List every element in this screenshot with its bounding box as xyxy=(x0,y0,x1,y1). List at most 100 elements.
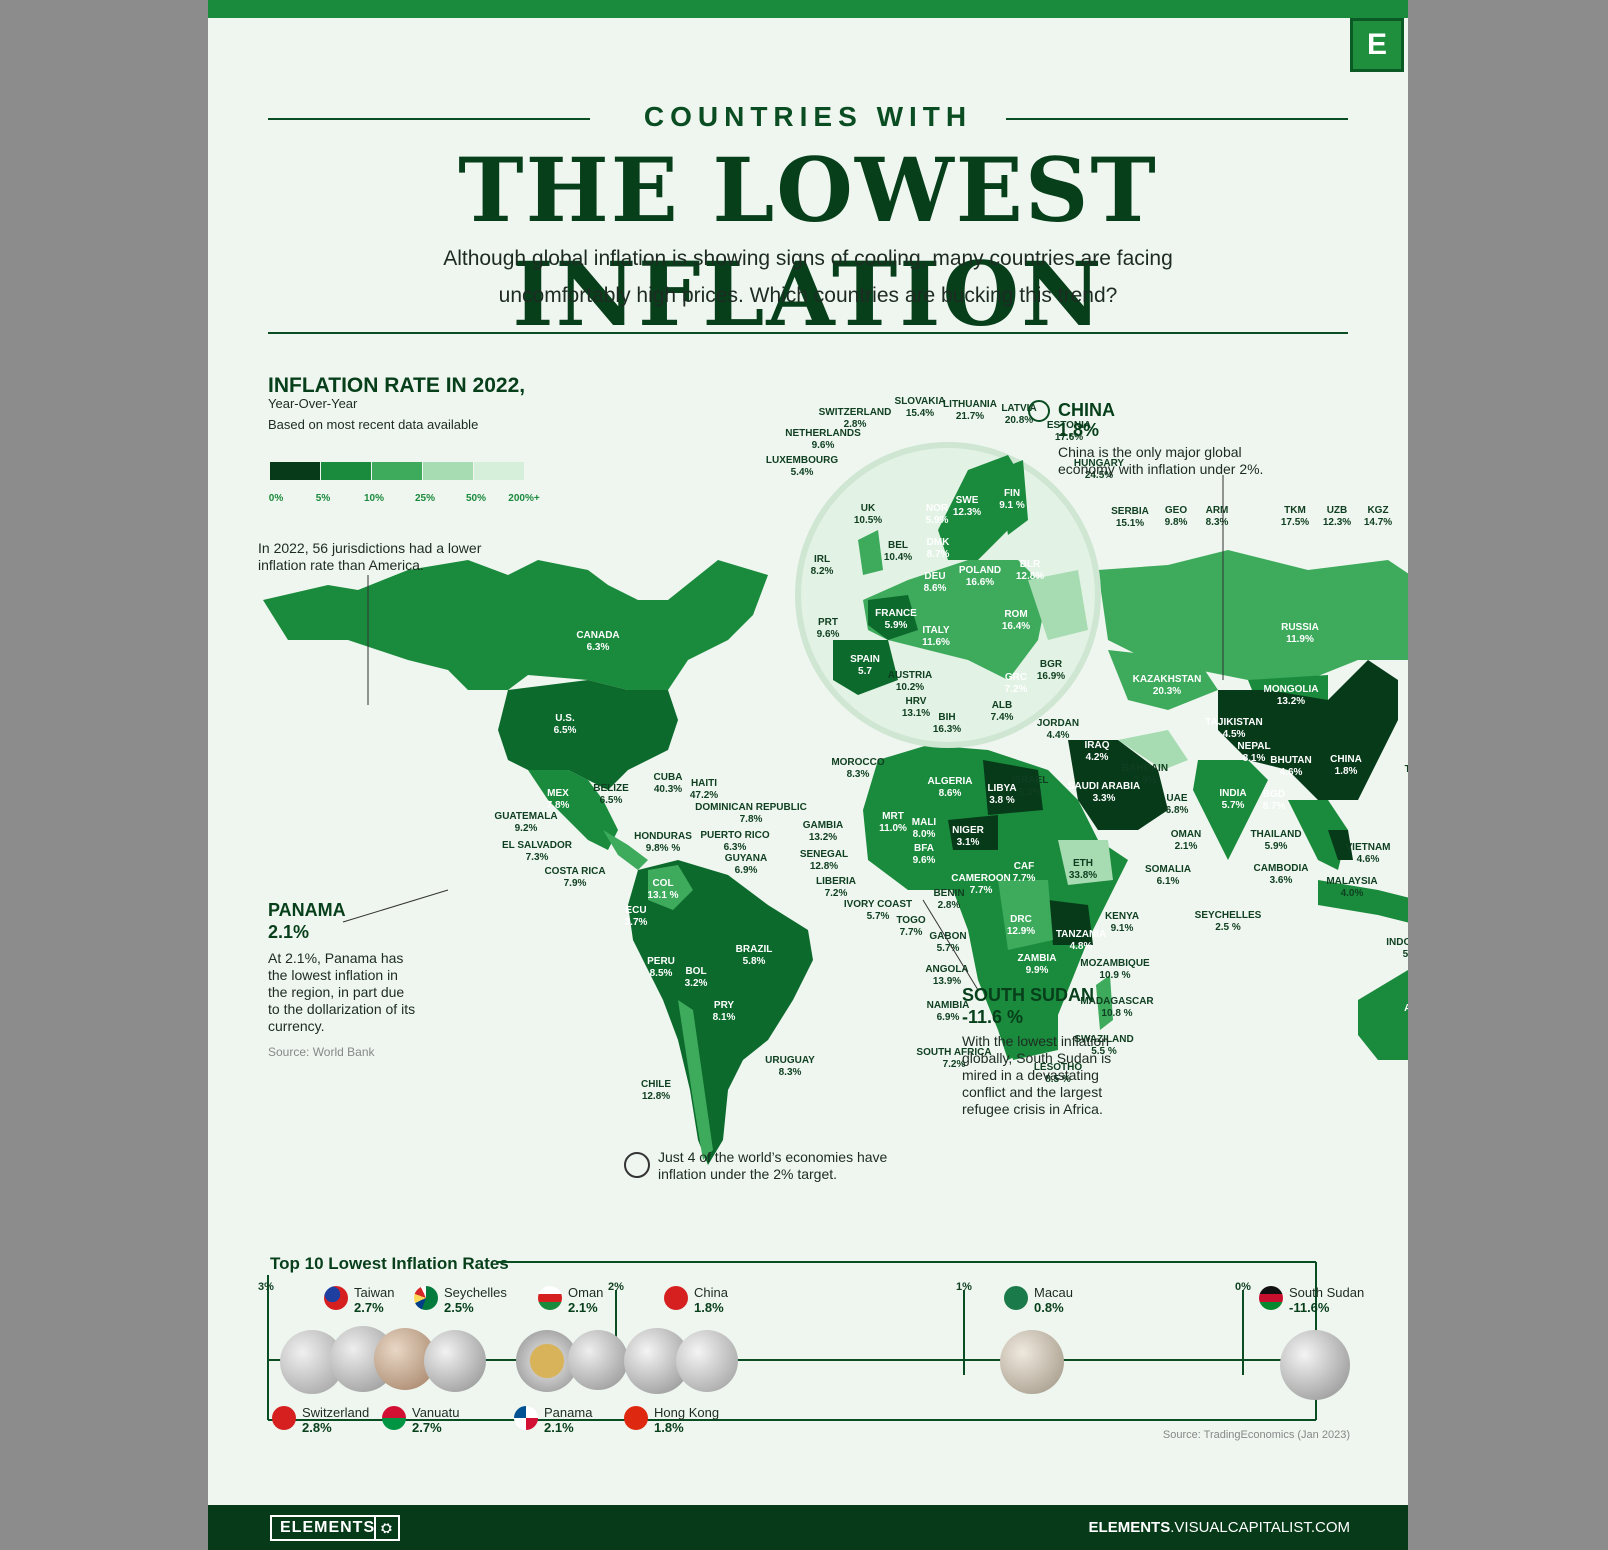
axis-label-3: 3% xyxy=(258,1281,274,1293)
map-label-value: 10.8 % xyxy=(1101,1008,1133,1019)
map-label-name: U.S. xyxy=(555,713,575,724)
map-label-name: SWAZILAND xyxy=(1074,1034,1134,1045)
map-label-eth: ETH 33.8% xyxy=(1069,858,1097,882)
legend-swatch-5 xyxy=(474,462,524,480)
map-label-el-salvador: EL SALVADOR 7.3% xyxy=(502,840,572,864)
map-label-bol: BOL 3.2% xyxy=(685,966,708,990)
map-label-value: 3.1% xyxy=(956,837,980,848)
map-label-name: SEYCHELLES xyxy=(1194,910,1262,921)
america-note: In 2022, 56 jurisdictions had a lower in… xyxy=(258,540,482,573)
map-label-value: 16.3% xyxy=(932,724,962,735)
map-label-name: DEU xyxy=(924,571,946,582)
map-label-value: 8.6% xyxy=(938,788,962,799)
map-label-value: 9.1% xyxy=(1110,923,1134,934)
map-label-value: 5.7% xyxy=(1221,800,1245,811)
map-label-slovakia: SLOVAKIA 15.4% xyxy=(895,396,946,420)
map-label-lesotho: LESOTHO 8.5 % xyxy=(1034,1062,1082,1086)
axis-label-2: 2% xyxy=(608,1281,624,1293)
south-sudan-callout-value: -11.6 % xyxy=(962,1007,1024,1027)
map-label-value: 13.1% xyxy=(901,708,931,719)
map-label-value: 33.8% xyxy=(1068,870,1098,881)
coin-label-switzerland: Switzerland 2.8% xyxy=(302,1405,370,1435)
top-bar xyxy=(208,0,1408,18)
map-label-name: VIETNAM xyxy=(1345,842,1391,853)
map-label-value: 9.8% xyxy=(1164,517,1188,528)
legend-tick-25: 25% xyxy=(414,493,436,504)
map-label-value: 9.6% xyxy=(912,855,936,866)
map-label-value: 8.7% xyxy=(1262,801,1286,812)
map-label-name: UK xyxy=(860,503,876,514)
south-sudan-callout-note: With the lowest inflation globally, Sout… xyxy=(962,1033,1112,1117)
map-label-name: ALGERIA xyxy=(927,776,973,787)
map-label-value: 5.9% xyxy=(884,620,908,631)
map-label-somalia: SOMALIA 6.1% xyxy=(1145,864,1191,888)
map-label-value: 3.2% xyxy=(684,978,708,989)
map-label-name: NIGER xyxy=(952,825,984,836)
footer-url[interactable]: ELEMENTS.VISUALCAPITALIST.COM xyxy=(1089,1519,1350,1536)
map-label-uzb: UZB 12.3% xyxy=(1323,505,1351,529)
map-label-value: 5.9% xyxy=(1264,841,1288,852)
map-label-italy: ITALY 11.6% xyxy=(922,625,950,649)
map-label-name: SWE xyxy=(955,495,979,506)
map-label-name: ETH xyxy=(1072,858,1093,869)
map-label-name: COSTA RICA xyxy=(544,866,606,877)
map-label-name: AUSTRIA xyxy=(887,670,933,681)
map-label-value: 4.2% xyxy=(1085,752,1109,763)
subtitle-line-1: Although global inflation is showing sig… xyxy=(443,247,1173,270)
map-label-vietnam: VIETNAM 4.6% xyxy=(1346,842,1391,866)
map-label-value: 6.5% xyxy=(553,725,577,736)
map-label-name: GUYANA xyxy=(724,853,768,864)
map-label-name: TAJIKISTAN xyxy=(1205,717,1263,728)
map-label-value: 9.9% xyxy=(1025,965,1049,976)
map-label-dmk: DMK 8.7% xyxy=(927,537,950,561)
map-label-belize: BELIZE 6.5% xyxy=(593,783,629,807)
map-label-bgr: BGR 16.9% xyxy=(1037,659,1065,683)
map-label-namibia: NAMIBIA 6.9% xyxy=(927,1000,970,1024)
coin-panama xyxy=(516,1330,578,1392)
map-label-value: 7.2% xyxy=(824,888,848,899)
map-label-name: BEL xyxy=(887,540,908,551)
map-label-deu: DEU 8.6% xyxy=(924,571,947,595)
map-label-value: 7.7% xyxy=(1012,873,1036,884)
map-label-canada: CANADA 6.3% xyxy=(576,630,619,654)
target-note: Just 4 of the world’s economies have inf… xyxy=(658,1149,888,1182)
map-central-america xyxy=(603,830,648,870)
map-label-name: ISRAEL xyxy=(1011,775,1049,786)
map-label-value: 8.3% xyxy=(778,1067,802,1078)
map-label-indonesia: INDONESIA5.5% xyxy=(1386,937,1408,961)
map-china xyxy=(1218,660,1398,800)
map-label-name: UAE xyxy=(1166,793,1188,804)
top10-source: Source: TradingEconomics (Jan 2023) xyxy=(1162,1429,1350,1441)
map-label-name: GUATEMALA xyxy=(494,811,558,822)
map-label-value: 17.6% xyxy=(1054,432,1084,443)
map-label-jordan: JORDAN 4.4% xyxy=(1037,718,1079,742)
map-label-name: NEPAL xyxy=(1237,741,1271,752)
map-label-name: MALAYSIA xyxy=(1326,876,1378,887)
map-label-name: NAMIBIA xyxy=(926,1000,970,1011)
coin-label-panama: Panama 2.1% xyxy=(544,1405,593,1435)
legend-tick-0: 0% xyxy=(268,493,284,504)
map-label-puerto-rico: PUERTO RICO 6.3% xyxy=(700,830,769,854)
map-label-nepal: NEPAL 8.1% xyxy=(1237,741,1270,765)
map-label-value: 13.2% xyxy=(808,832,838,843)
map-label-name: GABON xyxy=(929,931,967,942)
map-label-name: INDIA xyxy=(1219,788,1247,799)
map-label-name: BENIN xyxy=(933,888,965,899)
map-madagascar xyxy=(1096,975,1113,1030)
map-label-value: 2.5 % xyxy=(1215,922,1241,933)
map-label-value: 6.8% xyxy=(1165,805,1189,816)
map-label-kgz: KGZ 14.7% xyxy=(1364,505,1392,529)
flag-macau-icon xyxy=(1004,1286,1028,1310)
map-label-value: 8.1% xyxy=(1242,753,1266,764)
map-label-value: 13.1 % xyxy=(647,890,679,901)
map-label-name: CUBA xyxy=(653,772,683,783)
panama-source: Source: World Bank xyxy=(268,1045,375,1059)
coin-china xyxy=(676,1330,738,1392)
map-label-name: COL xyxy=(652,878,674,889)
map-label-name: SOMALIA xyxy=(1144,864,1192,875)
map-label-fin: FIN 9.1 % xyxy=(999,488,1025,512)
map-middle-east xyxy=(1068,740,1168,830)
map-label-name: MALI xyxy=(911,817,937,828)
map-iran-region xyxy=(1118,730,1188,770)
map-label-value: 2.8% xyxy=(937,900,961,911)
